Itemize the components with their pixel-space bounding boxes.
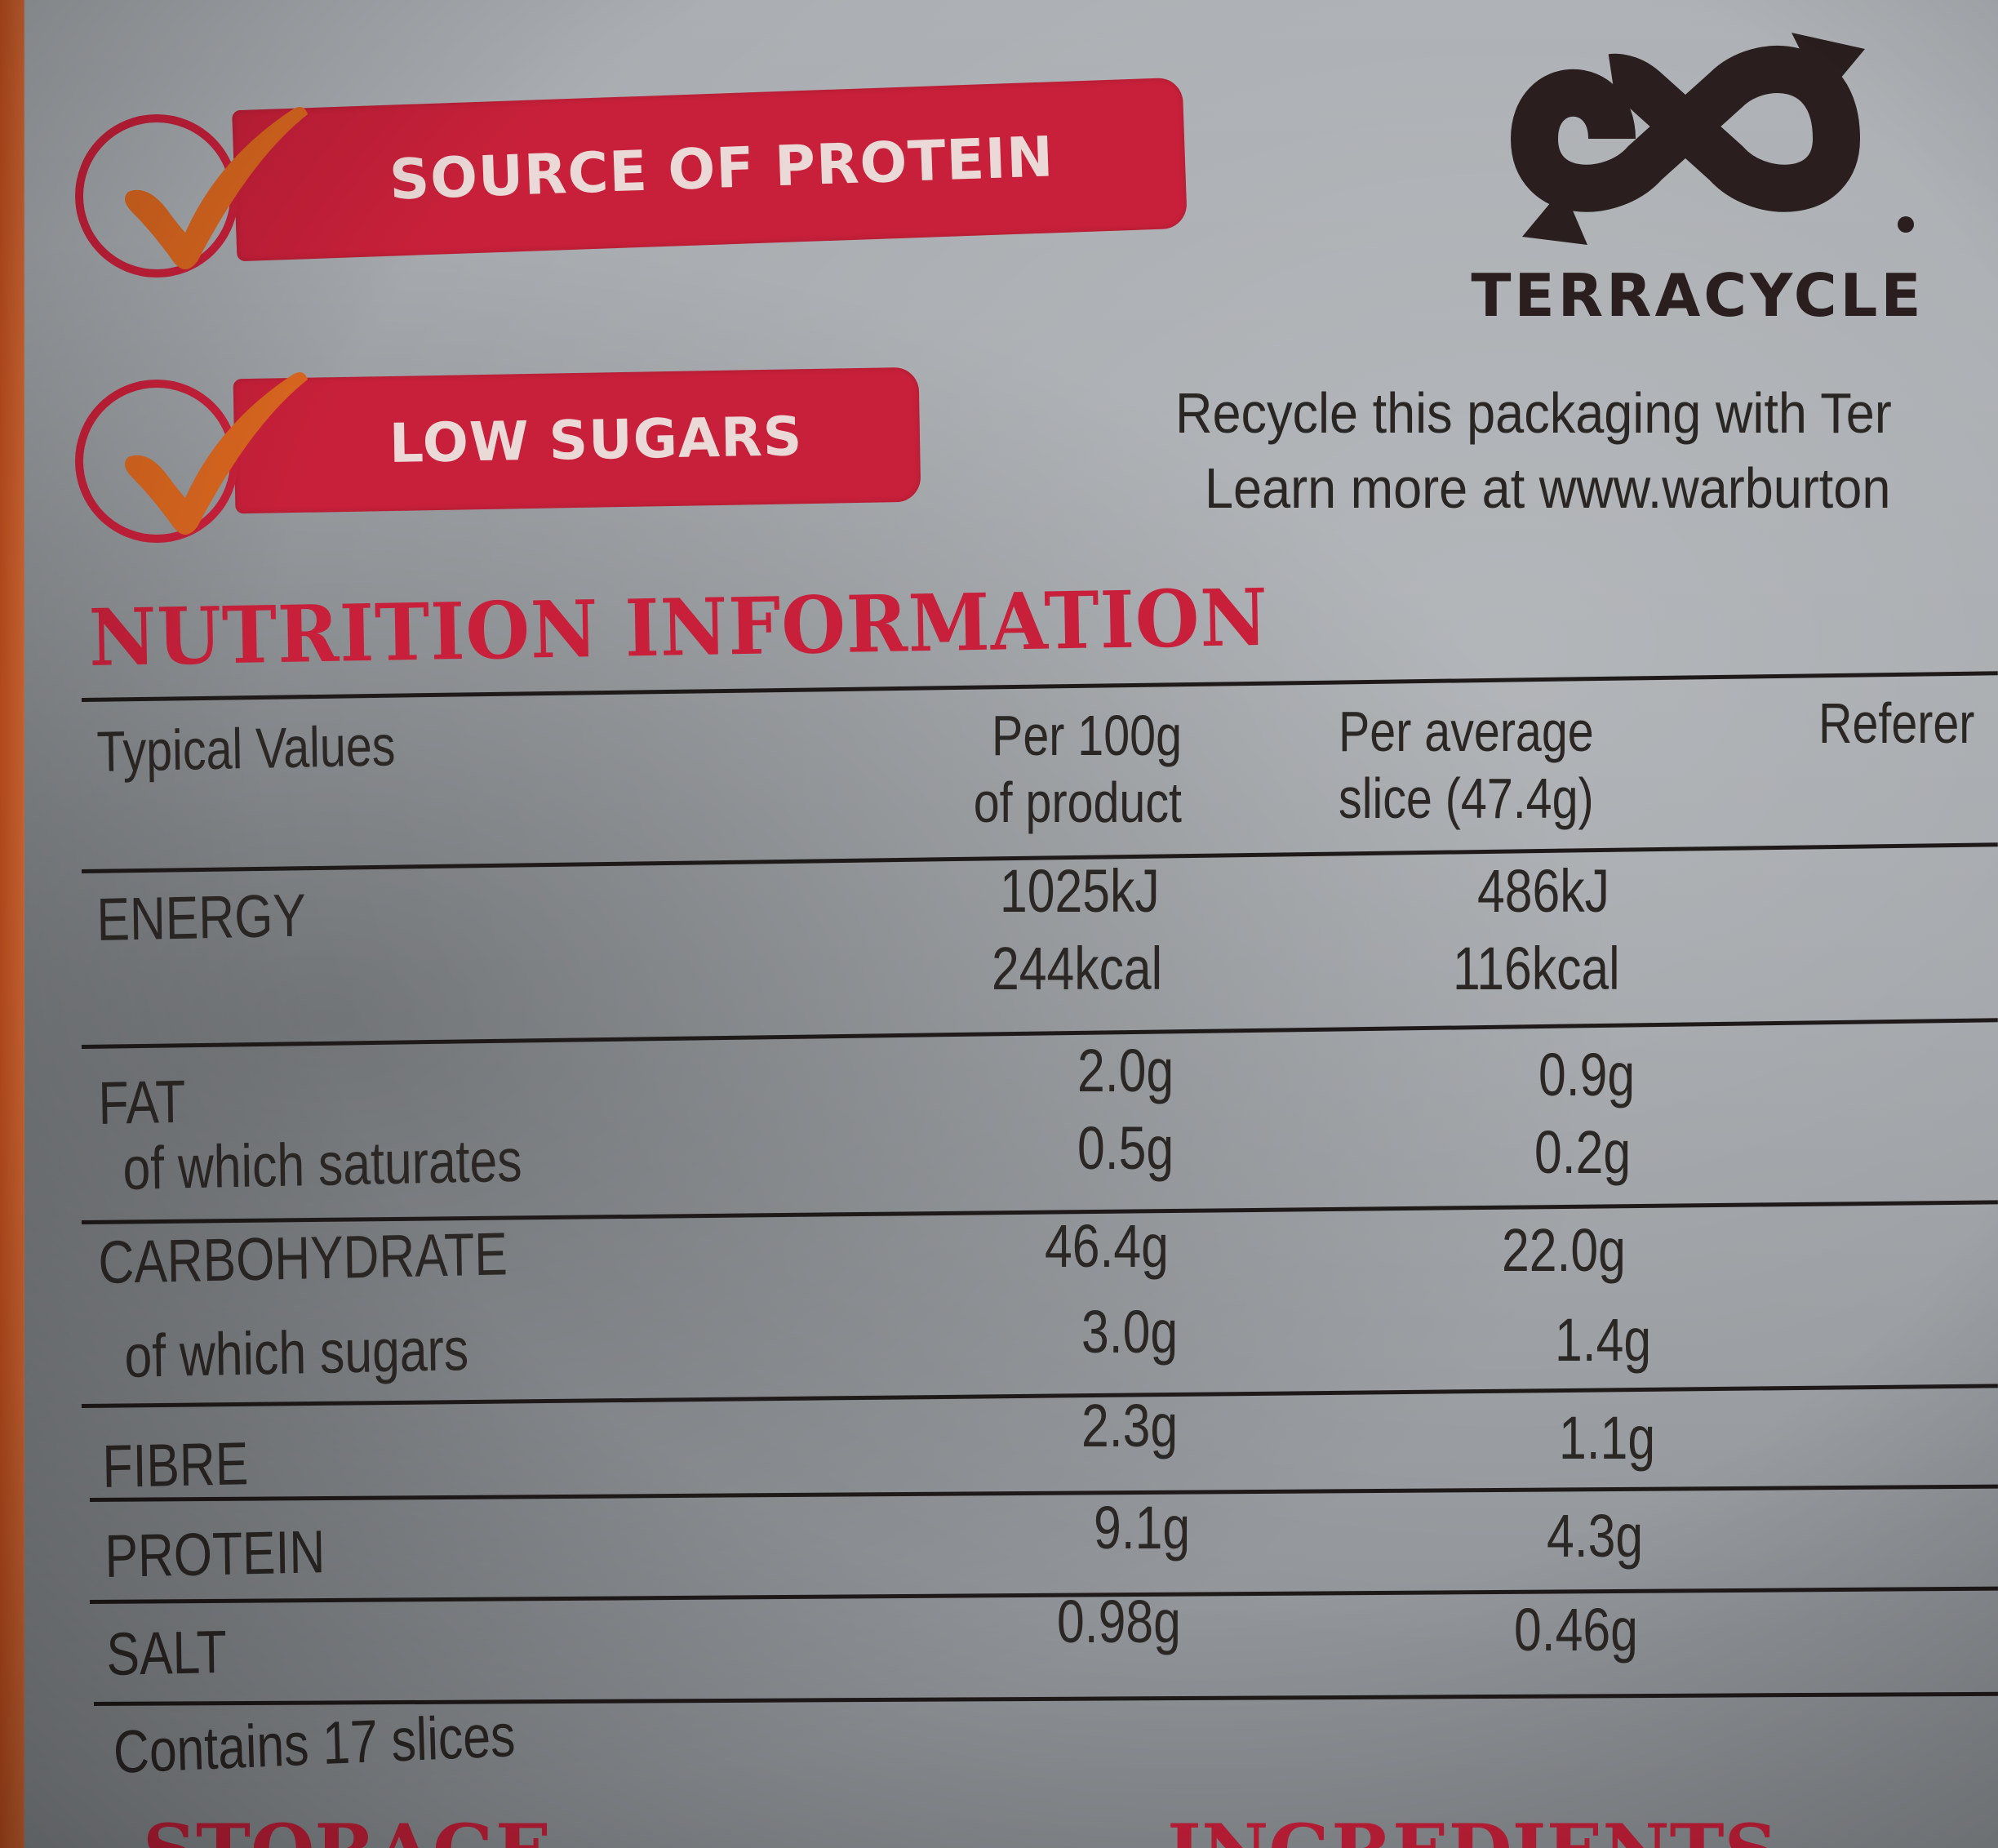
badge-sugars-label: LOW SUGARS: [233, 366, 921, 514]
salt-slice: 0.46g: [1514, 1596, 1638, 1664]
row-label-sugars: of which sugars: [123, 1315, 469, 1390]
header-per-slice-line2: slice (47.4g): [1339, 766, 1594, 830]
row-label-protein: PROTEIN: [104, 1517, 326, 1590]
fat-per100: 2.0g: [1077, 1037, 1174, 1104]
header-per-slice: Per average slice (47.4g): [1339, 698, 1606, 832]
recycle-line-1: Recycle this packaging with Ter: [1175, 381, 1892, 445]
contains-slices-note: Contains 17 slices: [112, 1701, 517, 1786]
salt-per100: 0.98g: [1057, 1588, 1181, 1655]
header-per-100g-line1: Per 100g: [992, 704, 1182, 767]
recycle-line-2: Learn more at www.warburton: [1205, 456, 1891, 520]
energy-per100-kcal: 244kcal: [992, 935, 1163, 1002]
header-per-100g-line2: of product: [973, 771, 1182, 834]
protein-per100: 9.1g: [1094, 1494, 1191, 1561]
fat-slice: 0.9g: [1538, 1041, 1636, 1108]
row-label-salt: SALT: [105, 1617, 228, 1688]
energy-per100-kj: 1025kJ: [1000, 857, 1160, 925]
row-label-energy: ENERGY: [95, 881, 307, 953]
carbohydrate-per100: 46.4g: [1045, 1212, 1169, 1280]
label-paper: [24, 0, 1998, 1848]
sugars-slice: 1.4g: [1555, 1306, 1652, 1374]
fibre-per100: 2.3g: [1081, 1392, 1179, 1459]
sugars-per100: 3.0g: [1081, 1298, 1179, 1366]
checkmark-icon: [125, 107, 308, 269]
terracycle-wordmark: TERRACYCLE: [1471, 261, 1925, 330]
storage-heading-cut: STORAGE: [143, 1808, 551, 1848]
fibre-slice: 1.1g: [1559, 1404, 1656, 1472]
checkmark-icon: [125, 372, 308, 535]
header-reference: Referer: [1818, 691, 1975, 755]
carbohydrate-slice: 22.0g: [1502, 1216, 1626, 1284]
saturates-slice: 0.2g: [1534, 1118, 1632, 1186]
header-typical-values: Typical Values: [96, 713, 396, 784]
protein-slice: 4.3g: [1547, 1502, 1644, 1570]
recycle-instructions: Recycle this packaging with Ter Learn mo…: [1175, 375, 1892, 526]
energy-slice-kcal: 116kcal: [1453, 935, 1620, 1002]
row-label-fibre: FIBRE: [101, 1429, 249, 1500]
ingredients-heading-cut: INGREDIENTS: [1167, 1808, 1778, 1848]
energy-slice-kj: 486kJ: [1477, 857, 1610, 925]
row-label-fat: FAT: [97, 1067, 186, 1137]
header-per-slice-line1: Per average: [1339, 700, 1594, 763]
saturates-per100: 0.5g: [1077, 1114, 1174, 1182]
row-label-saturates: of which saturates: [122, 1126, 523, 1202]
terracycle-infinity-icon: [1510, 33, 1914, 245]
header-per-100g: Per 100g of product: [914, 702, 1182, 836]
row-label-carbohydrate: CARBOHYDRATE: [97, 1219, 508, 1296]
